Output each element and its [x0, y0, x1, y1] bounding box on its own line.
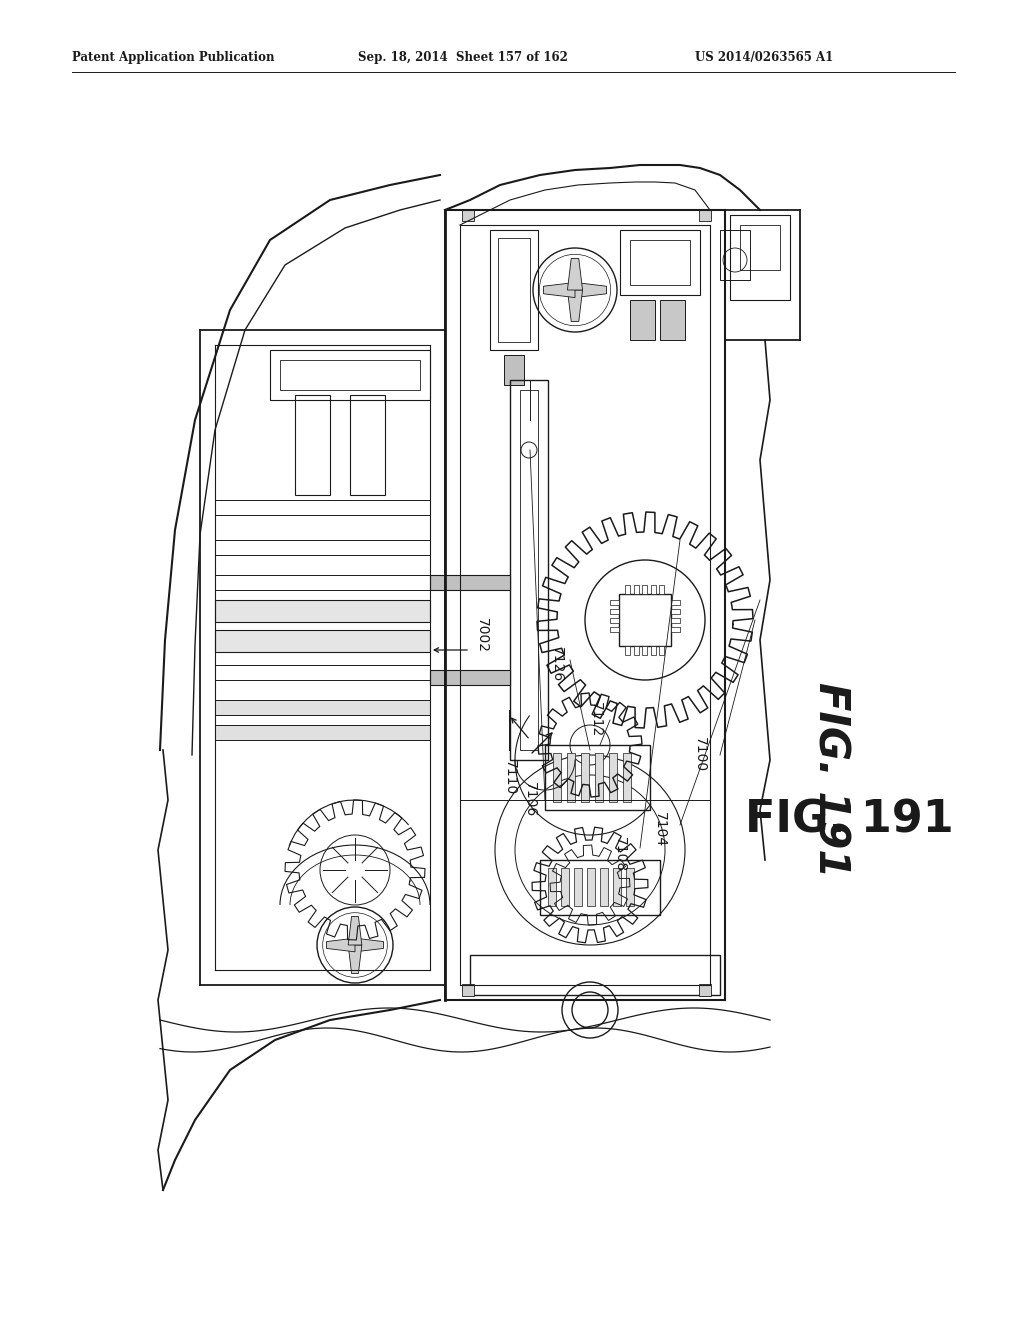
Bar [545, 744, 650, 810]
Bar [540, 861, 660, 915]
Bar [581, 752, 589, 803]
Bar [462, 983, 474, 997]
Bar [618, 594, 671, 645]
Bar [659, 585, 664, 594]
Bar [215, 630, 430, 652]
Bar [270, 350, 430, 400]
Bar [574, 869, 582, 906]
Bar [720, 230, 750, 280]
Polygon shape [567, 290, 583, 322]
Polygon shape [348, 945, 361, 974]
Bar [650, 645, 655, 655]
Bar [462, 209, 474, 220]
Bar [350, 395, 385, 495]
Bar [498, 238, 530, 342]
Bar [634, 645, 639, 655]
Bar [553, 752, 561, 803]
Bar [613, 869, 621, 906]
Bar [660, 300, 685, 341]
Bar [215, 725, 430, 741]
Text: 7112: 7112 [589, 702, 603, 738]
Bar [595, 752, 603, 803]
Bar [215, 601, 430, 622]
Polygon shape [567, 259, 583, 290]
Bar [730, 215, 790, 300]
Text: FIG. 191: FIG. 191 [810, 682, 852, 878]
Bar [625, 585, 630, 594]
Text: FIG. 191: FIG. 191 [745, 799, 953, 842]
Text: 7108: 7108 [613, 837, 627, 873]
Bar [587, 869, 595, 906]
Bar [504, 355, 524, 385]
Text: US 2014/0263565 A1: US 2014/0263565 A1 [695, 50, 834, 63]
Text: 7100: 7100 [693, 738, 707, 772]
Bar [430, 671, 510, 685]
Bar [490, 230, 538, 350]
Text: Sep. 18, 2014  Sheet 157 of 162: Sep. 18, 2014 Sheet 157 of 162 [358, 50, 568, 63]
Bar [295, 395, 330, 495]
Bar [642, 645, 647, 655]
Bar [610, 618, 618, 623]
Text: 7126: 7126 [550, 647, 564, 682]
Bar [699, 209, 711, 220]
Bar [630, 240, 690, 285]
Text: 7106: 7106 [523, 783, 537, 817]
Bar [671, 609, 680, 614]
Bar [626, 869, 634, 906]
Bar [215, 700, 430, 715]
Bar [699, 983, 711, 997]
Bar [610, 627, 618, 632]
Bar [623, 752, 631, 803]
Bar [650, 585, 655, 594]
Bar [548, 869, 556, 906]
Bar [625, 645, 630, 655]
Text: 7104: 7104 [653, 812, 667, 847]
Bar [671, 601, 680, 605]
Polygon shape [355, 939, 384, 952]
Bar [620, 230, 700, 294]
Polygon shape [544, 282, 575, 297]
Bar [430, 576, 510, 590]
Bar [671, 618, 680, 623]
Polygon shape [575, 282, 606, 297]
Bar [610, 601, 618, 605]
Bar [634, 585, 639, 594]
Bar [671, 627, 680, 632]
Bar [642, 585, 647, 594]
Text: 7110: 7110 [503, 760, 517, 795]
Bar [609, 752, 617, 803]
Bar [600, 869, 608, 906]
Bar [561, 869, 569, 906]
Bar [567, 752, 575, 803]
Bar [630, 300, 655, 341]
Bar [610, 609, 618, 614]
Bar [520, 389, 538, 750]
Bar [280, 360, 420, 389]
Bar [510, 380, 548, 760]
Text: 7002: 7002 [475, 618, 489, 652]
Bar [740, 224, 780, 271]
Bar [470, 954, 720, 995]
Polygon shape [327, 939, 355, 952]
Polygon shape [348, 916, 361, 945]
Text: Patent Application Publication: Patent Application Publication [72, 50, 274, 63]
Bar [659, 645, 664, 655]
